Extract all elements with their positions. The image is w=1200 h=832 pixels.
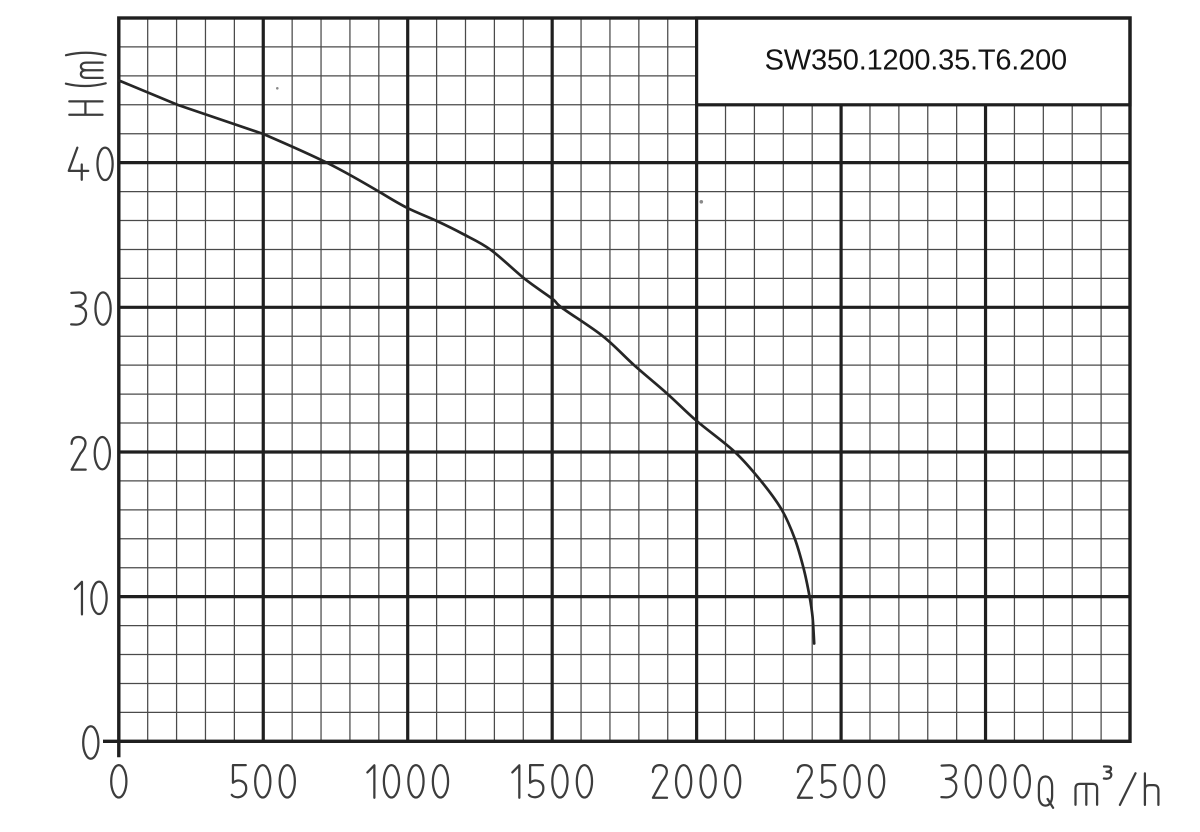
svg-text:SW350.1200.35.T6.200: SW350.1200.35.T6.200 xyxy=(765,45,1067,77)
